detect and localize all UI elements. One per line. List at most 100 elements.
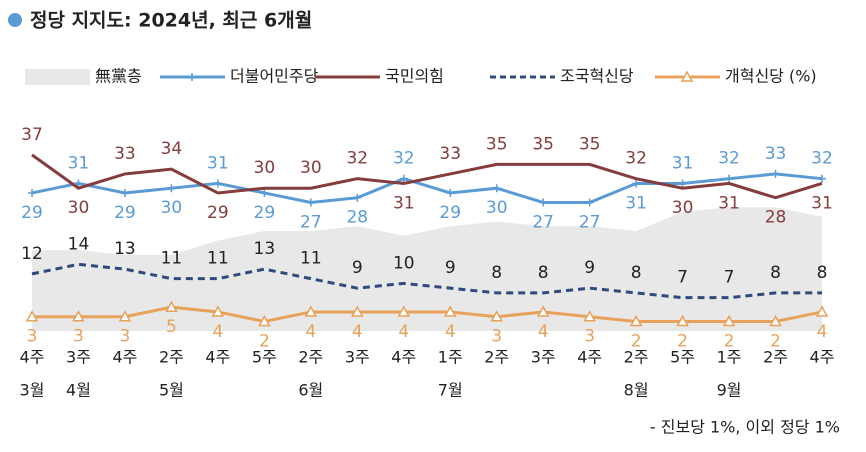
value-label: 30	[672, 198, 694, 218]
legend-label: 더불어민주당	[230, 67, 319, 86]
value-label: 9	[352, 258, 363, 278]
value-label: 2	[677, 331, 688, 351]
value-label: 3	[120, 327, 131, 347]
value-label: 2	[259, 331, 270, 351]
value-label: 7	[677, 268, 688, 288]
value-label: 32	[393, 149, 415, 169]
x-tick-label: 4주	[205, 348, 230, 367]
value-label: 3	[73, 327, 84, 347]
value-label: 7	[724, 268, 735, 288]
x-tick-label: 4주	[391, 348, 416, 367]
value-label: 3	[584, 327, 595, 347]
x-tick-label: 1주	[717, 348, 742, 367]
value-label: 30	[254, 158, 276, 178]
x-tick-label: 3주	[66, 348, 91, 367]
x-tick-label: 5주	[670, 348, 695, 367]
x-tick-label: 2주	[624, 348, 649, 367]
value-label: 3	[27, 327, 38, 347]
marker	[446, 188, 455, 197]
legend-label: 無黨층	[95, 67, 142, 86]
value-label: 30	[161, 198, 183, 218]
value-label: 31	[207, 153, 229, 173]
value-label: 30	[486, 198, 508, 218]
value-label: 4	[538, 322, 549, 342]
area	[32, 207, 822, 331]
marker	[120, 188, 129, 197]
value-label: 13	[254, 239, 276, 259]
x-tick-label: 2주	[484, 348, 509, 367]
value-label: 32	[346, 149, 368, 169]
value-label: 8	[538, 263, 549, 283]
marker	[583, 310, 596, 322]
series-line	[31, 172, 823, 204]
value-label: 31	[393, 193, 415, 213]
month-label: 5월	[159, 381, 184, 400]
title-bullet	[8, 13, 22, 27]
value-label: 2	[724, 331, 735, 351]
value-label: 13	[114, 239, 136, 259]
value-label: 27	[579, 212, 601, 232]
value-label: 30	[68, 198, 90, 218]
value-label: 31	[68, 153, 90, 173]
value-label: 8	[491, 263, 502, 283]
value-label: 2	[631, 331, 642, 351]
marker	[25, 310, 39, 322]
marker	[304, 305, 318, 317]
x-tick-label: 4주	[112, 348, 137, 367]
marker	[815, 305, 829, 317]
value-label: 4	[817, 322, 828, 342]
value-label: 9	[584, 258, 595, 278]
value-label: 29	[254, 203, 276, 223]
marker	[397, 305, 411, 317]
marker	[585, 198, 594, 207]
value-label: 33	[439, 144, 461, 164]
marker	[351, 305, 364, 317]
value-label: 9	[445, 258, 456, 278]
value-label: 32	[625, 149, 647, 169]
marker	[676, 314, 689, 327]
x-tick-label: 3주	[531, 348, 556, 367]
marker	[490, 310, 503, 322]
value-label: 12	[21, 244, 43, 264]
marker	[306, 198, 315, 207]
x-tick-label: 1주	[438, 348, 463, 367]
marker	[165, 300, 178, 312]
value-label: 29	[21, 203, 43, 223]
value-label: 27	[532, 212, 554, 232]
legend-label: 국민의힘	[385, 67, 444, 86]
value-label: 31	[718, 193, 740, 213]
value-label: 3	[491, 327, 502, 347]
value-label: 28	[765, 208, 787, 228]
x-tick-label: 2주	[159, 348, 184, 367]
value-label: 31	[672, 153, 694, 173]
value-label: 35	[532, 134, 554, 154]
value-label: 33	[765, 144, 787, 164]
value-label: 4	[212, 322, 223, 342]
value-label: 34	[161, 139, 183, 159]
series-line	[32, 305, 823, 324]
series-line	[31, 153, 823, 200]
marker	[188, 73, 196, 81]
value-label: 11	[207, 249, 229, 269]
value-label: 14	[68, 234, 90, 254]
marker	[722, 314, 736, 327]
marker	[725, 174, 734, 183]
value-label: 31	[625, 193, 647, 213]
footnote: - 진보당 1%, 이외 정당 1%	[650, 418, 840, 437]
month-label: 6월	[298, 381, 323, 400]
month-label: 3월	[20, 381, 45, 400]
marker	[629, 314, 643, 327]
marker	[399, 174, 408, 183]
marker	[118, 310, 132, 322]
value-label: 4	[398, 322, 409, 342]
chart-title: 정당 지지도: 2024년, 최근 6개월	[30, 10, 312, 32]
value-label: 8	[631, 263, 642, 283]
value-label: 4	[305, 322, 316, 342]
series-line	[31, 262, 822, 300]
marker	[74, 179, 83, 188]
value-label: 27	[300, 212, 322, 232]
value-label: 2	[770, 331, 781, 351]
month-label: 4월	[66, 381, 91, 400]
marker	[28, 188, 36, 197]
